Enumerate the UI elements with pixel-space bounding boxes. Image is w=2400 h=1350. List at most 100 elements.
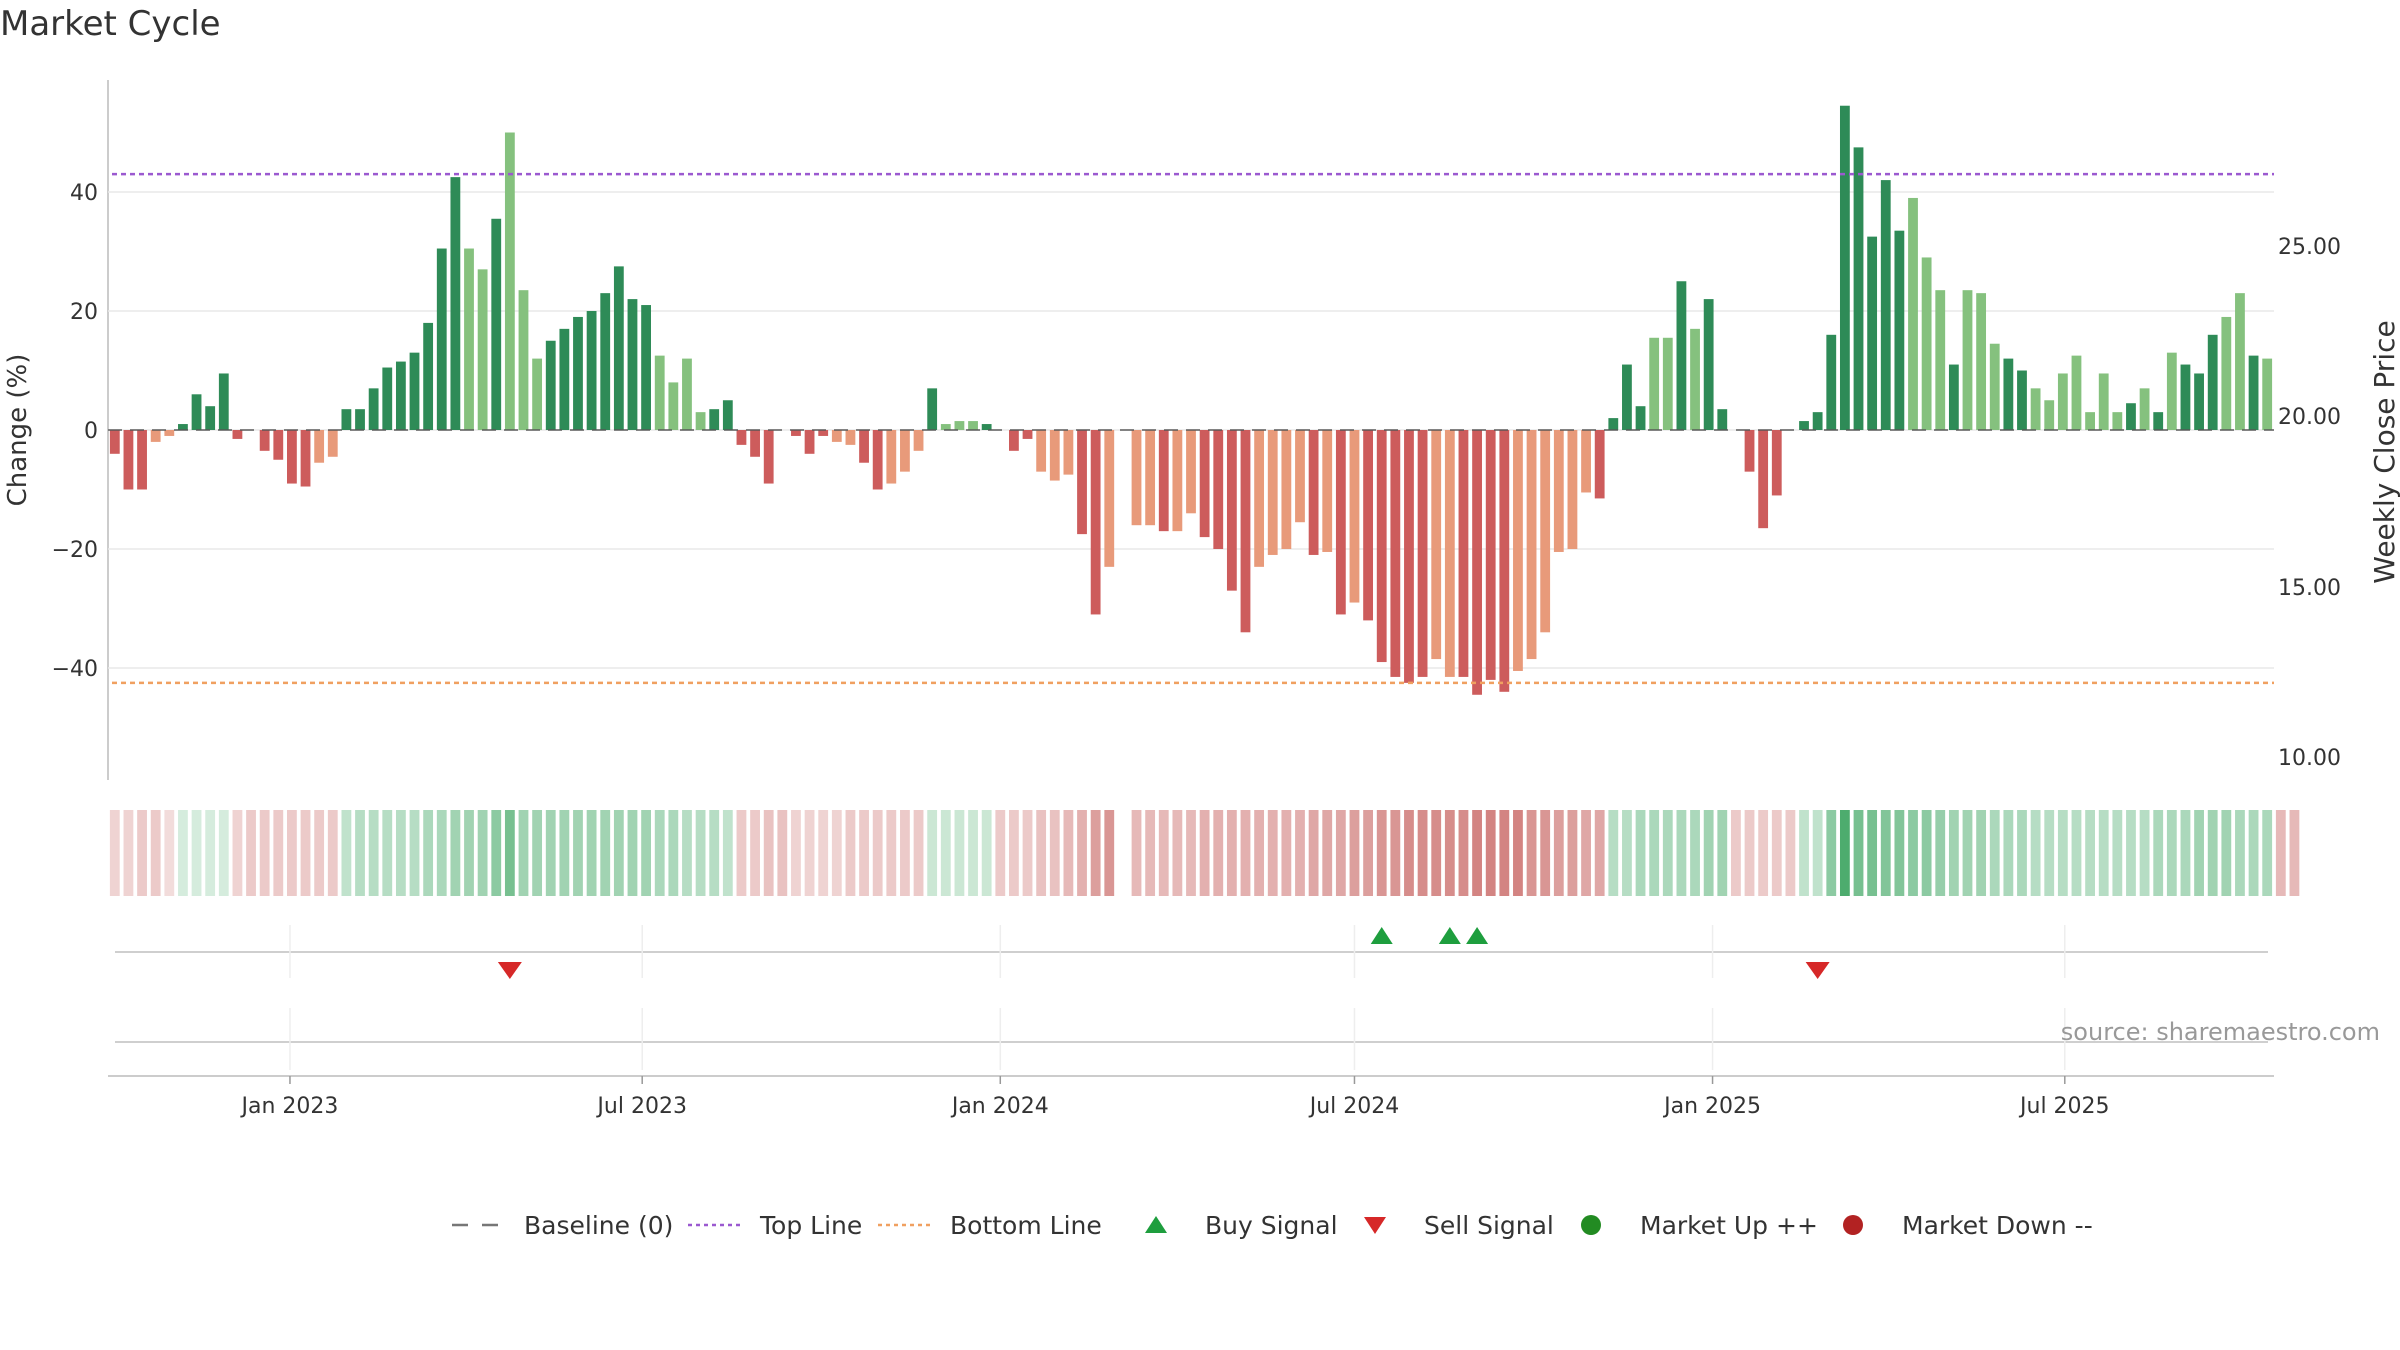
bar	[1880, 180, 1891, 430]
bar	[1295, 430, 1305, 523]
cycle-cell	[1935, 810, 1946, 896]
bar	[1281, 430, 1292, 549]
cycle-cell	[1608, 810, 1619, 896]
cycle-cell	[1649, 810, 1660, 896]
bar	[682, 358, 692, 430]
legend-label: Market Up ++	[1640, 1211, 1818, 1240]
bar	[1853, 147, 1864, 430]
bar	[750, 430, 760, 457]
cycle-cell	[1444, 810, 1455, 896]
cycle-cell	[1785, 810, 1796, 896]
bar	[2248, 355, 2259, 430]
bar	[2262, 358, 2273, 430]
bar	[1921, 257, 1932, 430]
cycle-cell	[1431, 810, 1442, 896]
cycle-cell	[504, 810, 515, 896]
bar	[627, 299, 638, 430]
cycle-cell	[1894, 810, 1905, 896]
cycle-cell	[1921, 810, 1932, 896]
cycle-cell	[1635, 810, 1646, 896]
bar	[368, 388, 379, 430]
bar	[1989, 343, 2000, 430]
bar	[2003, 358, 2014, 430]
bar	[259, 430, 270, 451]
legend-item: Buy Signal	[1145, 1211, 1338, 1240]
cycle-cell	[1744, 810, 1755, 896]
cycle-cell	[804, 810, 815, 896]
cycle-cell	[968, 810, 978, 896]
cycle-cell	[845, 810, 856, 896]
cycle-cell	[831, 810, 842, 896]
x-tick-label: Jul 2023	[595, 1094, 687, 1119]
bar	[1649, 337, 1660, 430]
bar	[927, 388, 938, 430]
cycle-cell	[545, 810, 556, 896]
cycle-cell	[2166, 810, 2177, 896]
bar	[341, 409, 352, 430]
cycle-cell	[927, 810, 938, 896]
cycle-cell	[205, 810, 216, 896]
legend-label: Market Down --	[1902, 1211, 2093, 1240]
bar	[600, 293, 611, 430]
cycle-cell	[341, 810, 352, 896]
legend-item: Baseline (0)	[452, 1211, 673, 1240]
cycle-cell	[532, 810, 543, 896]
cycle-cell	[1513, 810, 1523, 896]
bar	[1254, 430, 1265, 567]
bar	[178, 424, 188, 430]
bar	[205, 406, 216, 430]
cycle-cell	[1049, 810, 1060, 896]
bar	[1131, 430, 1142, 526]
source-label: source: sharemaestro.com	[2061, 1018, 2380, 1046]
legend-label: Bottom Line	[950, 1211, 1102, 1240]
y-tick-label: −40	[52, 657, 98, 682]
cycle-cell	[1962, 810, 1973, 896]
cycle-cell	[1526, 810, 1537, 896]
bar	[504, 132, 515, 430]
bar	[1744, 430, 1755, 472]
bar	[1063, 430, 1074, 475]
cycle-cell	[668, 810, 679, 896]
legend-sell-swatch	[1364, 1217, 1386, 1234]
bar	[1186, 430, 1196, 514]
cycle-cell	[1908, 810, 1918, 896]
bar	[1935, 290, 1946, 430]
bar	[1172, 430, 1183, 532]
x-tick-label: Jan 2024	[950, 1094, 1049, 1119]
cycle-cell	[1022, 810, 1033, 896]
cycle-cell	[2071, 810, 2082, 896]
legend-item: Market Down --	[1843, 1211, 2093, 1240]
bar	[791, 430, 801, 436]
cycle-cell	[232, 810, 243, 896]
cycle-cell	[1703, 810, 1714, 896]
bar	[695, 412, 706, 430]
legend-buy-swatch	[1145, 1216, 1167, 1233]
bar	[2085, 412, 2095, 430]
bar	[2017, 370, 2027, 430]
legend-item: Top Line	[688, 1211, 862, 1240]
cycle-cell	[314, 810, 325, 896]
cycle-cell	[654, 810, 665, 896]
bar	[2071, 355, 2082, 430]
cycle-cell	[695, 810, 706, 896]
cycle-cell	[1226, 810, 1237, 896]
bar	[1703, 299, 1714, 430]
cycle-cell	[954, 810, 965, 896]
bar	[287, 430, 297, 484]
bar	[2207, 334, 2218, 430]
bar	[1567, 430, 1578, 549]
bar	[1581, 430, 1591, 493]
cycle-cell	[1499, 810, 1510, 896]
bar	[300, 430, 311, 487]
bar	[668, 382, 679, 430]
bar	[859, 430, 869, 463]
cycle-cell	[600, 810, 611, 896]
bar	[1308, 430, 1319, 555]
cycle-cell	[1131, 810, 1142, 896]
bar	[1513, 430, 1523, 671]
cycle-cell	[913, 810, 924, 896]
cycle-cell	[1485, 810, 1496, 896]
bar	[1976, 293, 1987, 430]
bar	[1867, 236, 1878, 430]
bar	[1662, 337, 1673, 430]
